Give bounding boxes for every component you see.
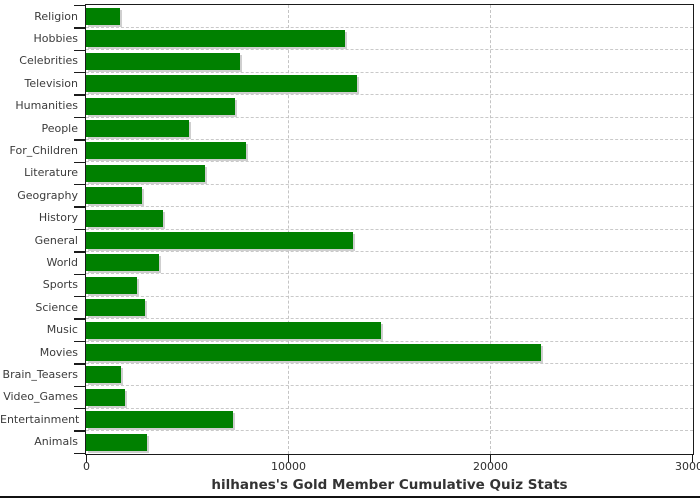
y-axis-tick — [74, 295, 85, 298]
vertical-gridline-10000 — [287, 5, 289, 454]
y-label-movies: Movies — [39, 345, 78, 359]
bar-people — [86, 120, 190, 137]
horizontal-gridline — [86, 116, 693, 118]
horizontal-gridline — [86, 407, 693, 409]
y-label-geography: Geography — [17, 188, 78, 202]
horizontal-gridline — [86, 228, 693, 230]
bar-celebrities — [86, 52, 240, 70]
y-label-science: Science — [35, 300, 78, 314]
y-label-humanities: Humanities — [15, 99, 78, 113]
horizontal-gridline — [86, 250, 693, 252]
y-axis-tick — [74, 71, 85, 74]
plot-area — [85, 4, 694, 455]
horizontal-gridline — [86, 318, 693, 320]
y-axis-tick — [74, 183, 85, 186]
bar-hobbies — [86, 30, 345, 48]
vertical-gridline-20000 — [489, 5, 491, 454]
y-label-music: Music — [46, 323, 78, 337]
y-axis-tick — [74, 94, 85, 96]
y-label-history: History — [38, 211, 78, 225]
y-axis-tick — [74, 4, 85, 7]
horizontal-gridline — [86, 71, 693, 73]
bar-music — [86, 321, 381, 339]
y-label-animals: Animals — [34, 435, 78, 449]
bottom-border-line — [0, 496, 700, 498]
x-tick-label-10000: 10000 — [271, 460, 306, 473]
horizontal-gridline — [86, 430, 693, 432]
horizontal-gridline — [86, 138, 693, 140]
horizontal-gridline — [86, 273, 693, 275]
horizontal-gridline — [86, 161, 693, 163]
bar-general — [86, 232, 353, 249]
y-label-entertainment: Entertainment — [0, 412, 80, 426]
y-label-world: World — [46, 255, 78, 269]
y-axis-tick — [74, 273, 85, 276]
y-label-literature: Literature — [24, 166, 78, 180]
horizontal-gridline — [86, 385, 693, 387]
y-label-television: Television — [24, 76, 79, 90]
y-label-general: General — [34, 233, 78, 247]
bar-world — [86, 254, 159, 272]
bar-sports — [86, 276, 137, 294]
y-axis-tick — [74, 340, 85, 343]
bar-science — [86, 299, 145, 317]
bar-religion — [86, 8, 121, 25]
x-tick-label-20000: 20000 — [473, 460, 508, 473]
horizontal-gridline — [86, 26, 693, 28]
y-axis-tick — [74, 251, 85, 253]
horizontal-gridline — [86, 340, 693, 342]
y-axis-tick — [74, 116, 85, 119]
y-label-video-games: Video_Games — [3, 390, 78, 404]
bar-history — [86, 209, 163, 227]
bar-humanities — [86, 97, 236, 115]
y-axis-tick — [74, 385, 85, 388]
horizontal-gridline — [86, 49, 693, 51]
bar-geography — [86, 187, 142, 205]
y-label-celebrities: Celebrities — [19, 54, 78, 68]
chart-title: hilhanes's Gold Member Cumulative Quiz S… — [211, 477, 568, 493]
bar-movies — [86, 344, 541, 361]
horizontal-gridline — [86, 94, 693, 96]
bar-literature — [86, 164, 206, 182]
x-axis-tick-0 — [85, 455, 88, 462]
horizontal-gridline — [86, 206, 693, 208]
y-axis-tick — [74, 363, 85, 365]
y-axis-tick — [74, 139, 85, 141]
bar-television — [86, 75, 357, 93]
horizontal-gridline — [86, 295, 693, 297]
y-axis-tick — [74, 49, 85, 52]
y-axis-tick — [74, 452, 85, 455]
bar-entertainment — [86, 411, 234, 429]
bar-animals — [86, 433, 147, 451]
bar-for-children — [86, 142, 246, 160]
bar-brain-teasers — [86, 366, 122, 384]
horizontal-gridline — [86, 183, 693, 185]
x-axis-tick-20000 — [489, 455, 492, 462]
bar-video-games — [86, 388, 126, 406]
y-axis-tick — [74, 161, 85, 164]
y-label-religion: Religion — [34, 9, 78, 23]
y-axis-tick — [74, 228, 85, 231]
horizontal-gridline — [86, 362, 693, 364]
y-label-people: People — [41, 121, 78, 135]
y-label-hobbies: Hobbies — [33, 31, 78, 45]
x-axis-tick-10000 — [287, 455, 290, 462]
y-axis-tick — [74, 430, 85, 432]
y-axis-tick — [74, 407, 85, 410]
x-axis-tick-30000 — [691, 455, 694, 462]
y-axis-tick — [74, 318, 85, 320]
y-axis-tick — [74, 27, 85, 29]
x-tick-label-0: 0 — [83, 460, 90, 473]
y-label-for-children: For_Children — [9, 143, 78, 157]
y-label-brain-teasers: Brain_Teasers — [2, 367, 78, 381]
y-axis-tick — [74, 206, 85, 208]
y-label-sports: Sports — [42, 278, 78, 292]
x-tick-label-30000: 30000 — [675, 460, 700, 473]
